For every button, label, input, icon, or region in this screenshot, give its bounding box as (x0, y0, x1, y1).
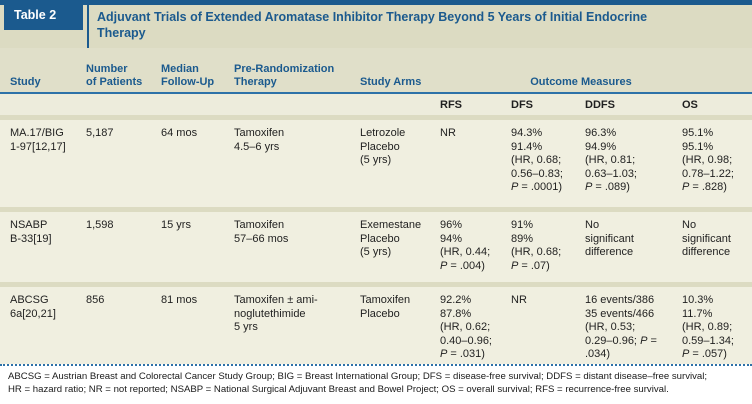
cell-study-arms: Tamoxifen Placebo (360, 294, 411, 320)
cell-follow-up: 15 yrs (161, 219, 191, 231)
cell-patients: 1,598 (86, 219, 114, 231)
col-header-patients: Number of Patients (86, 63, 143, 88)
column-header-row: Study Number of Patients Median Follow-U… (0, 48, 752, 94)
col-header-study-arms: Study Arms (360, 76, 422, 88)
cell-study: NSABP B-33[19] (10, 219, 52, 245)
col-header-outcome-measures: Outcome Measures (530, 76, 632, 88)
top-accent-bar (0, 0, 752, 5)
title-block: Table 2 Adjuvant Trials of Extended Arom… (0, 0, 752, 48)
cell-ddfs: No significant difference (585, 219, 634, 258)
cell-dfs: NR (511, 294, 527, 306)
title-divider-line (87, 0, 89, 48)
table-row-ma17: MA.17/BIG 1-97[12,17] 5,187 64 mos Tamox… (0, 120, 752, 207)
subheader-ddfs: DDFS (585, 98, 615, 111)
subheader-os: OS (682, 98, 698, 111)
table-body: MA.17/BIG 1-97[12,17] 5,187 64 mos Tamox… (0, 115, 752, 364)
outcome-subheader-row: RFS DFS DDFS OS (0, 94, 752, 115)
cell-study: MA.17/BIG 1-97[12,17] (10, 127, 66, 153)
subheader-rfs: RFS (440, 98, 462, 111)
cell-patients: 5,187 (86, 127, 114, 139)
subheader-dfs: DFS (511, 98, 533, 111)
cell-rfs: NR (440, 127, 456, 139)
cell-pre-randomization: Tamoxifen 4.5–6 yrs (234, 127, 285, 153)
footnote-line-1: ABCSG = Austrian Breast and Colorectal C… (8, 371, 708, 382)
cell-study: ABCSG 6a[20,21] (10, 294, 56, 320)
cell-rfs: 92.2% 87.8% (HR, 0.62; 0.40–0.96; P = .0… (440, 294, 492, 360)
abbreviations-footnote: ABCSG = Austrian Breast and Colorectal C… (0, 364, 752, 396)
cell-dfs: 94.3% 91.4% (HR, 0.68; 0.56–0.83; P = .0… (511, 127, 563, 193)
cell-os: 10.3% 11.7% (HR, 0.89; 0.59–1.34; P = .0… (682, 294, 734, 360)
cell-study-arms: Letrozole Placebo (5 yrs) (360, 127, 406, 166)
cell-os: No significant difference (682, 219, 731, 258)
table-row-nsabp: NSABP B-33[19] 1,598 15 yrs Tamoxifen 57… (0, 212, 752, 282)
cell-os: 95.1% 95.1% (HR, 0.98; 0.78–1.22; P = .8… (682, 127, 734, 193)
cell-follow-up: 81 mos (161, 294, 198, 306)
cell-ddfs: 16 events/386 35 events/466 (HR, 0.53; 0… (585, 294, 657, 360)
cell-rfs: 96% 94% (HR, 0.44; P = .004) (440, 219, 491, 272)
cell-ddfs: 96.3% 94.9% (HR, 0.81; 0.63–1.03; P = .0… (585, 127, 637, 193)
footnote-line-2: HR = hazard ratio; NR = not reported; NS… (8, 384, 669, 395)
cell-pre-randomization: Tamoxifen 57–66 mos (234, 219, 289, 245)
col-header-pre-randomization: Pre-Randomization Therapy (234, 63, 335, 88)
col-header-study: Study (10, 76, 41, 88)
cell-pre-randomization: Tamoxifen ± ami- noglutethimide 5 yrs (234, 294, 318, 333)
cell-patients: 856 (86, 294, 105, 306)
cell-study-arms: Exemestane Placebo (5 yrs) (360, 219, 422, 258)
col-header-follow-up: Median Follow-Up (161, 63, 215, 88)
table-number-label: Table 2 (4, 0, 83, 30)
cell-dfs: 91% 89% (HR, 0.68; P = .07) (511, 219, 562, 272)
cell-follow-up: 64 mos (161, 127, 198, 139)
table-row-abcsg: ABCSG 6a[20,21] 856 81 mos Tamoxifen ± a… (0, 287, 752, 364)
table-title: Adjuvant Trials of Extended Aromatase In… (97, 10, 648, 40)
